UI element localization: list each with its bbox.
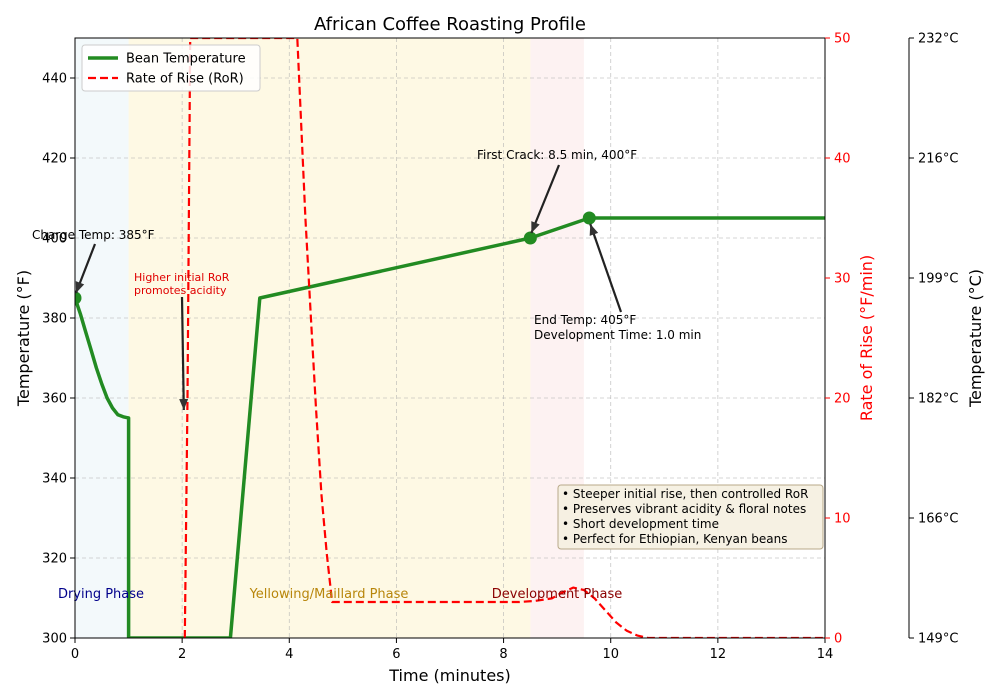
y-tick-label-0: 300 xyxy=(42,632,67,647)
y3-axis-label: Temperature (°C) xyxy=(966,269,985,408)
phase-label-0: Drying Phase xyxy=(58,587,144,602)
annotation-text-0-0: Charge Temp: 385°F xyxy=(32,228,155,242)
annotation-arrowhead-2 xyxy=(531,221,540,233)
legend: Bean Temperature Rate of Rise (RoR) xyxy=(81,44,261,92)
y-tick-label-6: 420 xyxy=(42,152,67,167)
series-line-0 xyxy=(75,216,825,638)
x-tick-label-0: 0 xyxy=(71,647,79,662)
note-line-1: • Preserves vibrant acidity & floral not… xyxy=(562,502,806,516)
chart-title: African Coffee Roasting Profile xyxy=(314,14,586,35)
y3-tick-label-1: 166°C xyxy=(918,512,958,527)
note-line-2: • Short development time xyxy=(562,517,719,531)
phase-label-2: Development Phase xyxy=(492,587,622,602)
x-tick-label-7: 14 xyxy=(817,647,834,662)
series-layer xyxy=(75,38,825,638)
annotation-arrowhead-1 xyxy=(179,398,189,410)
y-tick-label-1: 320 xyxy=(42,552,67,567)
y2-tick-label-0: 0 xyxy=(834,632,842,647)
y2-tick-label-5: 50 xyxy=(834,32,851,47)
x-tick-label-6: 12 xyxy=(710,647,727,662)
annotation-arrow-2 xyxy=(530,164,561,234)
annotation-arrow-3 xyxy=(589,223,623,313)
legend-box xyxy=(81,44,261,92)
y2-tick-label-2: 20 xyxy=(834,392,851,407)
x-axis-label: Time (minutes) xyxy=(388,666,511,685)
y-tick-label-5: 400 xyxy=(42,232,67,247)
phase-bands xyxy=(75,38,584,638)
note-line-3: • Perfect for Ethiopian, Kenyan beans xyxy=(562,532,788,546)
y-tick-label-3: 360 xyxy=(42,392,67,407)
y3-tick-label-4: 216°C xyxy=(918,152,958,167)
x-tick-label-4: 8 xyxy=(499,647,507,662)
y3-tick-label-0: 149°C xyxy=(918,632,958,647)
y-tick-label-4: 380 xyxy=(42,312,67,327)
y2-tick-label-1: 10 xyxy=(834,512,851,527)
notes-box-frame xyxy=(557,484,824,550)
annotation-arrowhead-0 xyxy=(75,281,85,293)
series-0-marker-2 xyxy=(582,211,596,225)
plot-frame xyxy=(74,37,826,639)
x-tick-label-2: 4 xyxy=(285,647,293,662)
annotation-arrow-1 xyxy=(180,296,185,411)
annotations: Charge Temp: 385°F Higher initial RoRprom… xyxy=(32,148,701,411)
x-tick-label-3: 6 xyxy=(392,647,400,662)
y2-tick-label-3: 30 xyxy=(834,272,851,287)
annotation-arrowhead-3 xyxy=(589,224,599,236)
phase-labels: Drying Phase Yellowing/Maillard Phase Deve… xyxy=(58,587,622,602)
annotation-text-2-0: First Crack: 8.5 min, 400°F xyxy=(477,148,637,162)
series-line-1 xyxy=(183,38,825,638)
phase-band-1 xyxy=(128,38,531,638)
legend-label-0: Bean Temperature xyxy=(126,52,246,67)
series-0-marker-1 xyxy=(523,231,537,245)
annotation-text-3-1: Development Time: 1.0 min xyxy=(534,328,701,342)
legend-label-1: Rate of Rise (RoR) xyxy=(126,72,244,87)
y3-tick-label-5: 232°C xyxy=(918,32,958,47)
y-axis-label: Temperature (°F) xyxy=(14,270,33,407)
annotation-text-3-0: End Temp: 405°F xyxy=(534,313,636,327)
y2-axis-label: Rate of Rise (°F/min) xyxy=(857,255,876,421)
y-tick-label-2: 340 xyxy=(42,472,67,487)
y2-tick-label-4: 40 xyxy=(834,152,851,167)
y3-tick-label-2: 182°C xyxy=(918,392,958,407)
series-0-marker-0 xyxy=(75,291,82,305)
annotation-text-1-1: promotes acidity xyxy=(134,284,227,297)
phase-band-0 xyxy=(75,38,129,638)
x-tick-label-1: 2 xyxy=(178,647,186,662)
note-line-0: • Steeper initial rise, then controlled … xyxy=(562,487,808,501)
phase-label-1: Yellowing/Maillard Phase xyxy=(249,587,409,602)
axes: 0 2 4 6 8 10 12 14 300 320 340 360 380 400 420 440 0 10 20… xyxy=(42,32,958,663)
annotation-text-1-0: Higher initial RoR xyxy=(134,271,230,284)
notes-box: • Steeper initial rise, then controlled … xyxy=(557,484,824,550)
y3-tick-label-3: 199°C xyxy=(918,272,958,287)
x-tick-label-5: 10 xyxy=(602,647,619,662)
y-tick-label-7: 440 xyxy=(42,72,67,87)
